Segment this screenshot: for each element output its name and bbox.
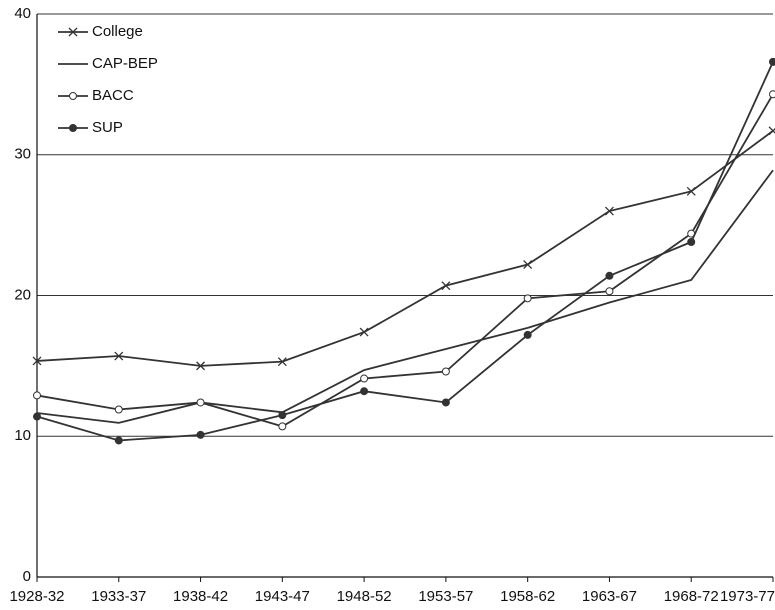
marker (686, 186, 696, 196)
marker (604, 206, 614, 216)
x-tick-label: 1968-72 (664, 588, 719, 605)
x-tick-label: 1973-77 (720, 588, 775, 605)
marker (277, 357, 287, 367)
marker (441, 281, 451, 291)
x-tick-label: 1928-32 (9, 588, 64, 605)
marker (441, 367, 450, 376)
marker (523, 294, 532, 303)
series-line (36, 93, 774, 428)
x-tick-label: 1943-47 (255, 588, 310, 605)
legend-label: CAP-BEP (92, 55, 158, 72)
marker (196, 430, 205, 439)
marker (769, 57, 775, 66)
series-line (36, 61, 774, 442)
series-line (36, 130, 774, 367)
marker (33, 391, 41, 400)
marker (360, 387, 369, 396)
marker (359, 327, 369, 337)
marker (33, 412, 41, 421)
y-tick-label: 20 (14, 286, 31, 303)
marker (196, 361, 206, 371)
marker (523, 330, 532, 339)
marker (69, 92, 77, 100)
x-tick-label: 1953-57 (418, 588, 473, 605)
marker (278, 411, 287, 420)
x-tick-label: 1933-37 (91, 588, 146, 605)
legend-label: SUP (92, 119, 123, 136)
marker (68, 27, 78, 37)
x-tick-label: 1948-52 (337, 588, 392, 605)
marker (769, 90, 775, 99)
marker (114, 351, 124, 361)
y-tick-label: 30 (14, 146, 31, 163)
y-tick-label: 0 (23, 568, 31, 585)
x-tick-label: 1963-67 (582, 588, 637, 605)
marker (768, 126, 775, 136)
marker (69, 124, 77, 132)
marker (196, 398, 205, 407)
marker (523, 260, 533, 269)
x-tick-label: 1958-62 (500, 588, 555, 605)
marker (605, 287, 614, 296)
y-tick-label: 10 (14, 427, 31, 444)
legend-label: College (92, 23, 143, 40)
marker (441, 398, 450, 407)
marker (278, 422, 287, 431)
x-tick-label: 1938-42 (173, 588, 228, 605)
marker (32, 356, 42, 366)
marker (114, 436, 123, 445)
legend-label: BACC (92, 87, 134, 104)
marker (687, 238, 696, 247)
series-line (36, 169, 774, 424)
y-tick-label: 40 (14, 5, 31, 22)
marker (114, 405, 123, 414)
marker (360, 374, 369, 383)
marker (605, 271, 614, 280)
